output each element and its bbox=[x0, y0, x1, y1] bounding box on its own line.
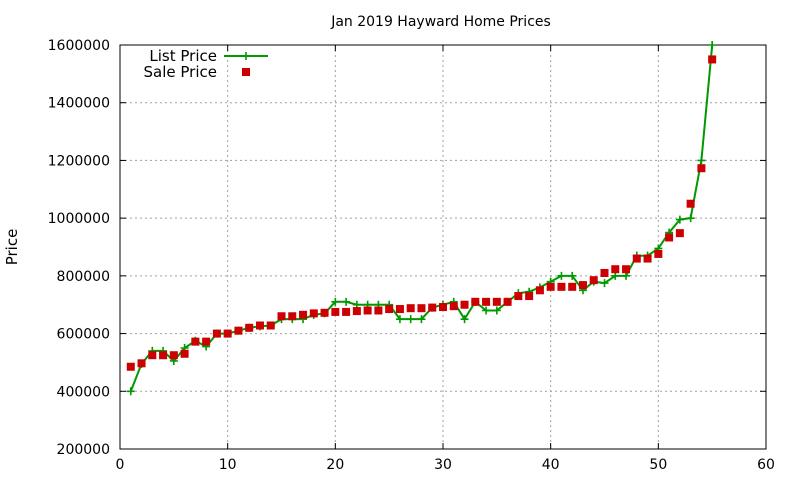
list-price-point bbox=[342, 297, 351, 306]
sale-price-point bbox=[266, 321, 275, 330]
sale-price-point bbox=[600, 268, 609, 277]
chart-title: Jan 2019 Hayward Home Prices bbox=[330, 14, 551, 30]
y-tick-label: 800000 bbox=[57, 269, 110, 285]
sale-price-point bbox=[288, 312, 297, 321]
series-layer bbox=[126, 41, 717, 396]
sale-price-point bbox=[525, 292, 534, 301]
x-tick-label: 50 bbox=[649, 457, 667, 473]
sale-price-point bbox=[169, 351, 178, 360]
sale-price-point bbox=[632, 254, 641, 263]
sale-price-point bbox=[406, 304, 415, 313]
list-price-point bbox=[395, 315, 404, 324]
y-tick-label: 600000 bbox=[57, 327, 110, 343]
sale-price-point bbox=[578, 281, 587, 290]
sale-price-point bbox=[482, 297, 491, 306]
sale-price-point bbox=[535, 286, 544, 295]
sale-price-point bbox=[148, 351, 157, 360]
sale-price-point bbox=[417, 304, 426, 313]
list-price-point bbox=[460, 315, 469, 324]
x-tick-label: 40 bbox=[542, 457, 560, 473]
tick-layer: 0 10 20 30 40 50 60 200000 400000 600000 800000 100… bbox=[48, 38, 775, 473]
list-price-point bbox=[697, 156, 706, 165]
sale-price-point bbox=[460, 300, 469, 309]
sale-price-point bbox=[503, 297, 512, 306]
sale-price-point bbox=[342, 307, 351, 316]
sale-price-point bbox=[675, 229, 684, 238]
sale-price-point bbox=[643, 254, 652, 263]
sale-price-point bbox=[665, 233, 674, 242]
sale-price-point bbox=[191, 337, 200, 346]
grid-layer bbox=[120, 45, 766, 449]
list-price-point bbox=[482, 306, 491, 315]
legend-label-list-price: List Price bbox=[149, 47, 217, 65]
list-price-point bbox=[331, 297, 340, 306]
y-axis-label: Price bbox=[3, 229, 21, 266]
x-tick-label: 30 bbox=[434, 457, 452, 473]
sale-price-point bbox=[374, 306, 383, 315]
sale-price-point bbox=[686, 199, 695, 208]
sale-price-point bbox=[589, 276, 598, 285]
sale-price-point bbox=[471, 297, 480, 306]
y-tick-label: 1600000 bbox=[48, 38, 110, 54]
sale-price-point bbox=[708, 55, 717, 64]
sale-price-point bbox=[352, 307, 361, 316]
sale-price-point bbox=[428, 303, 437, 312]
sale-price-point bbox=[395, 305, 404, 314]
x-tick-label: 60 bbox=[757, 457, 775, 473]
sale-price-point bbox=[223, 329, 232, 338]
sale-price-point bbox=[180, 349, 189, 358]
list-price-point bbox=[557, 271, 566, 280]
y-tick-label: 1000000 bbox=[48, 211, 110, 227]
sale-price-point bbox=[568, 282, 577, 291]
list-price-point bbox=[568, 271, 577, 280]
x-tick-label: 20 bbox=[326, 457, 344, 473]
list-price-point bbox=[492, 306, 501, 315]
sale-price-point bbox=[320, 308, 329, 317]
sale-price-point bbox=[309, 309, 318, 318]
legend-swatch-sale-price bbox=[242, 68, 250, 76]
y-tick-label: 1200000 bbox=[48, 153, 110, 169]
list-price-point bbox=[600, 279, 609, 288]
sale-price-point bbox=[277, 312, 286, 321]
sale-price-point bbox=[546, 282, 555, 291]
legend: List Price Sale Price bbox=[144, 47, 268, 81]
sale-price-point bbox=[331, 307, 340, 316]
sale-price-point bbox=[159, 351, 168, 360]
y-tick-label: 400000 bbox=[57, 384, 110, 400]
legend-marker-list-price bbox=[242, 52, 250, 60]
sale-price-point bbox=[137, 359, 146, 368]
sale-price-point bbox=[299, 310, 308, 319]
sale-price-point bbox=[697, 164, 706, 173]
sale-price-point bbox=[439, 303, 447, 312]
sale-price-point bbox=[514, 292, 523, 301]
sale-price-point bbox=[212, 329, 221, 338]
sale-price-point bbox=[234, 326, 243, 335]
y-tick-label: 1400000 bbox=[48, 96, 110, 112]
sale-price-point bbox=[611, 265, 620, 274]
list-price-point bbox=[126, 387, 135, 396]
sale-price-point bbox=[255, 321, 264, 330]
sale-price-point bbox=[245, 323, 254, 332]
y-tick-label: 200000 bbox=[57, 442, 110, 458]
legend-label-sale-price: Sale Price bbox=[144, 63, 217, 81]
x-tick-label: 0 bbox=[116, 457, 125, 473]
list-price-point bbox=[708, 41, 717, 49]
sale-price-point bbox=[385, 305, 394, 314]
sale-price-point bbox=[654, 249, 663, 258]
list-price-point bbox=[406, 315, 415, 324]
sale-price-point bbox=[449, 302, 458, 311]
sale-price-point bbox=[202, 337, 211, 346]
list-price-point bbox=[675, 215, 684, 224]
sale-price-point bbox=[492, 297, 501, 306]
list-price-point bbox=[417, 315, 426, 324]
sale-price-point bbox=[557, 282, 566, 291]
x-tick-label: 10 bbox=[219, 457, 237, 473]
sale-price-point bbox=[363, 306, 372, 315]
sale-price-point bbox=[126, 362, 135, 371]
list-price-point bbox=[686, 214, 695, 223]
sale-price-point bbox=[622, 265, 631, 274]
